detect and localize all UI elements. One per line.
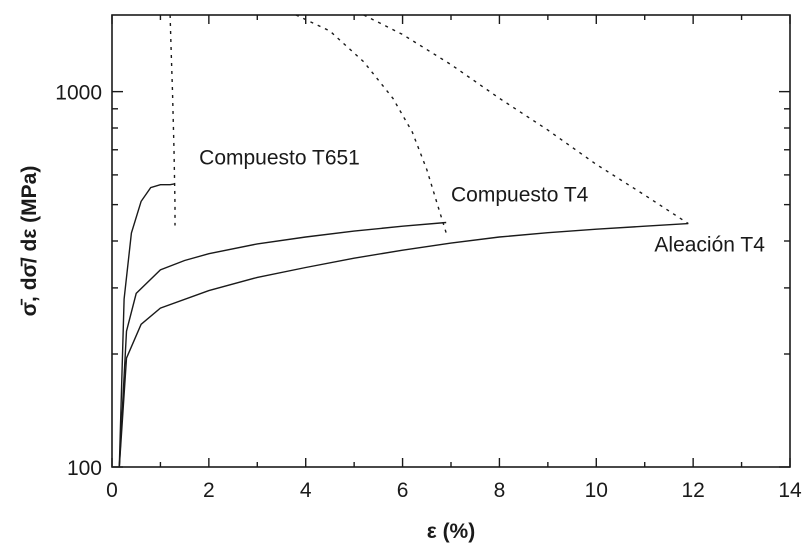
- x-tick-label: 6: [397, 479, 409, 502]
- x-tick-label: 2: [203, 479, 215, 502]
- y-axis-title: σ̄, dσ̄/ dε (MPa): [18, 166, 41, 317]
- hardening-rate-curve-3: [295, 14, 447, 234]
- x-tick-label: 0: [106, 479, 118, 502]
- x-tick-label: 4: [300, 479, 312, 502]
- stress-strain-curve-4: [118, 222, 689, 468]
- x-tick-label: 12: [681, 479, 704, 502]
- curve-label-2: Aleación T4: [654, 234, 765, 257]
- axis-tick-labels: 0 2 4 6 8 10 12 14 100 1000: [55, 82, 802, 502]
- x-tick-label: 8: [494, 479, 506, 502]
- axis-ticks: [111, 15, 791, 468]
- x-tick-label: 14: [778, 479, 802, 502]
- y-tick-label: 100: [67, 457, 102, 480]
- stress-strain-curve-0: [118, 183, 176, 468]
- curve-label-0: Compuesto T651: [199, 146, 360, 169]
- stress-strain-curve-2: [118, 221, 447, 468]
- curve-label-1: Compuesto T4: [451, 183, 589, 206]
- x-axis-title: ε (%): [427, 520, 475, 543]
- x-tick-label: 10: [585, 479, 608, 502]
- curve-group: [118, 14, 689, 468]
- hardening-rate-curve-1: [169, 14, 176, 226]
- y-tick-label: 1000: [55, 82, 102, 105]
- curve-labels: Compuesto T651 Compuesto T4 Aleación T4: [199, 146, 765, 256]
